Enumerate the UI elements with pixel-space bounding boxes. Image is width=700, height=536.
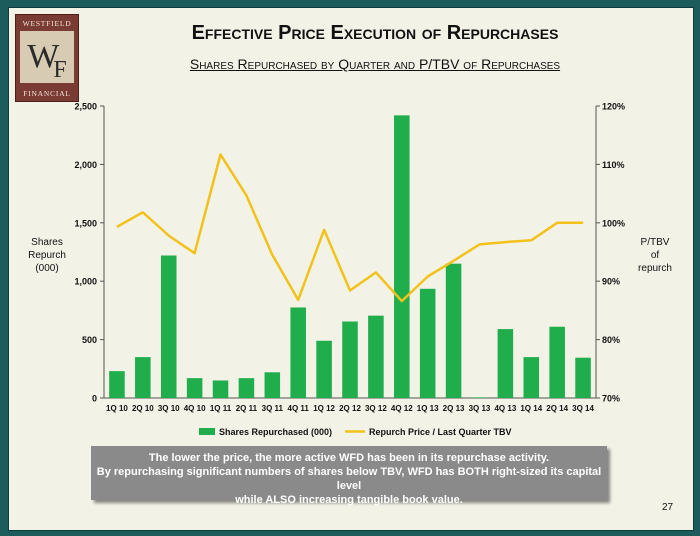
bar <box>368 315 384 398</box>
x-tick-label: 4Q 12 <box>391 404 413 413</box>
bar <box>394 115 410 399</box>
right-axis-label-line: of <box>650 250 660 261</box>
logo-bottom-text: FINANCIAL <box>23 89 71 98</box>
right-axis-label: P/TBV of repurch <box>630 236 680 275</box>
bar <box>212 380 229 398</box>
x-tick-label: 1Q 11 <box>210 404 232 413</box>
legend-swatch-bars <box>199 428 215 435</box>
right-tick-label: 80% <box>602 335 620 345</box>
left-tick-label: 1,500 <box>74 218 97 228</box>
x-tick-label: 2Q 13 <box>443 404 465 413</box>
right-axis-label-line: P/TBV <box>640 237 670 248</box>
x-tick-label: 4Q 10 <box>184 404 206 413</box>
right-tick-label: 120% <box>602 102 625 112</box>
x-tick-label: 4Q 11 <box>288 404 310 413</box>
x-tick-label: 3Q 10 <box>158 404 180 413</box>
x-tick-label: 2Q 11 <box>236 404 258 413</box>
right-tick-label: 110% <box>602 160 625 170</box>
bar <box>497 329 514 398</box>
bar <box>160 255 177 398</box>
price-tbv-line <box>116 153 584 303</box>
right-tick-label: 70% <box>602 394 620 404</box>
x-tick-label: 1Q 12 <box>313 404 335 413</box>
right-axis-label-line: repurch <box>638 263 672 274</box>
bar <box>316 340 332 398</box>
bar <box>419 288 436 398</box>
bar <box>186 378 203 398</box>
logo-monogram-f: F <box>53 57 67 83</box>
x-tick-label: 3Q 13 <box>469 404 491 413</box>
westfield-logo: WESTFIELD WF FINANCIAL <box>15 14 79 102</box>
x-tick-label: 2Q 12 <box>339 404 361 413</box>
bar <box>135 357 151 398</box>
x-tick-label: 3Q 12 <box>365 404 387 413</box>
right-tick-label: 90% <box>602 277 620 287</box>
summary-callout: The lower the price, the more active WFD… <box>91 446 607 506</box>
left-axis-label: Shares Repurch (000) <box>20 236 74 275</box>
left-tick-label: 2,500 <box>74 102 97 112</box>
bar <box>342 321 358 398</box>
x-tick-label: 3Q 11 <box>262 404 284 413</box>
legend-label-bars: Shares Repurchased (000) <box>219 427 332 437</box>
left-tick-label: 500 <box>82 335 97 345</box>
bar <box>445 263 462 398</box>
bar <box>575 357 591 398</box>
logo-top-text: WESTFIELD <box>22 19 72 28</box>
callout-line-3: while ALSO increasing tangible book valu… <box>235 494 463 506</box>
callout-line-2: By repurchasing significant numbers of s… <box>96 466 602 492</box>
left-axis-label-line: Shares <box>31 237 63 248</box>
left-tick-label: 0 <box>92 394 97 404</box>
bar <box>549 326 565 398</box>
slide-subtitle: Shares Repurchased by Quarter and P/TBV … <box>189 56 561 72</box>
x-tick-label: 1Q 10 <box>106 404 128 413</box>
slide-title: Effective Price Execution of Repurchases <box>191 22 559 44</box>
x-tick-label: 2Q 14 <box>546 404 568 413</box>
bar <box>264 372 281 398</box>
x-tick-label: 1Q 14 <box>520 404 542 413</box>
bar <box>109 371 125 398</box>
bar <box>238 378 255 398</box>
logo-monogram: WF <box>20 31 74 83</box>
logo-monogram-w: W <box>27 38 60 75</box>
x-tick-label: 1Q 13 <box>417 404 439 413</box>
left-tick-label: 2,000 <box>74 160 97 170</box>
bar <box>523 357 540 398</box>
left-axis-label-line: (000) <box>35 263 59 274</box>
page-number: 27 <box>662 502 674 513</box>
legend-label-line: Repurch Price / Last Quarter TBV <box>369 427 512 437</box>
bar <box>290 307 306 398</box>
left-tick-label: 1,000 <box>74 277 97 287</box>
right-tick-label: 100% <box>602 218 625 228</box>
x-tick-label: 3Q 14 <box>572 404 594 413</box>
x-tick-label: 4Q 13 <box>494 404 516 413</box>
slide: WESTFIELD WF FINANCIAL <box>8 7 694 531</box>
left-axis-label-line: Repurch <box>28 250 66 261</box>
x-tick-label: 2Q 10 <box>132 404 154 413</box>
bar <box>471 397 488 398</box>
callout-line-1: The lower the price, the more active WFD… <box>148 452 550 464</box>
